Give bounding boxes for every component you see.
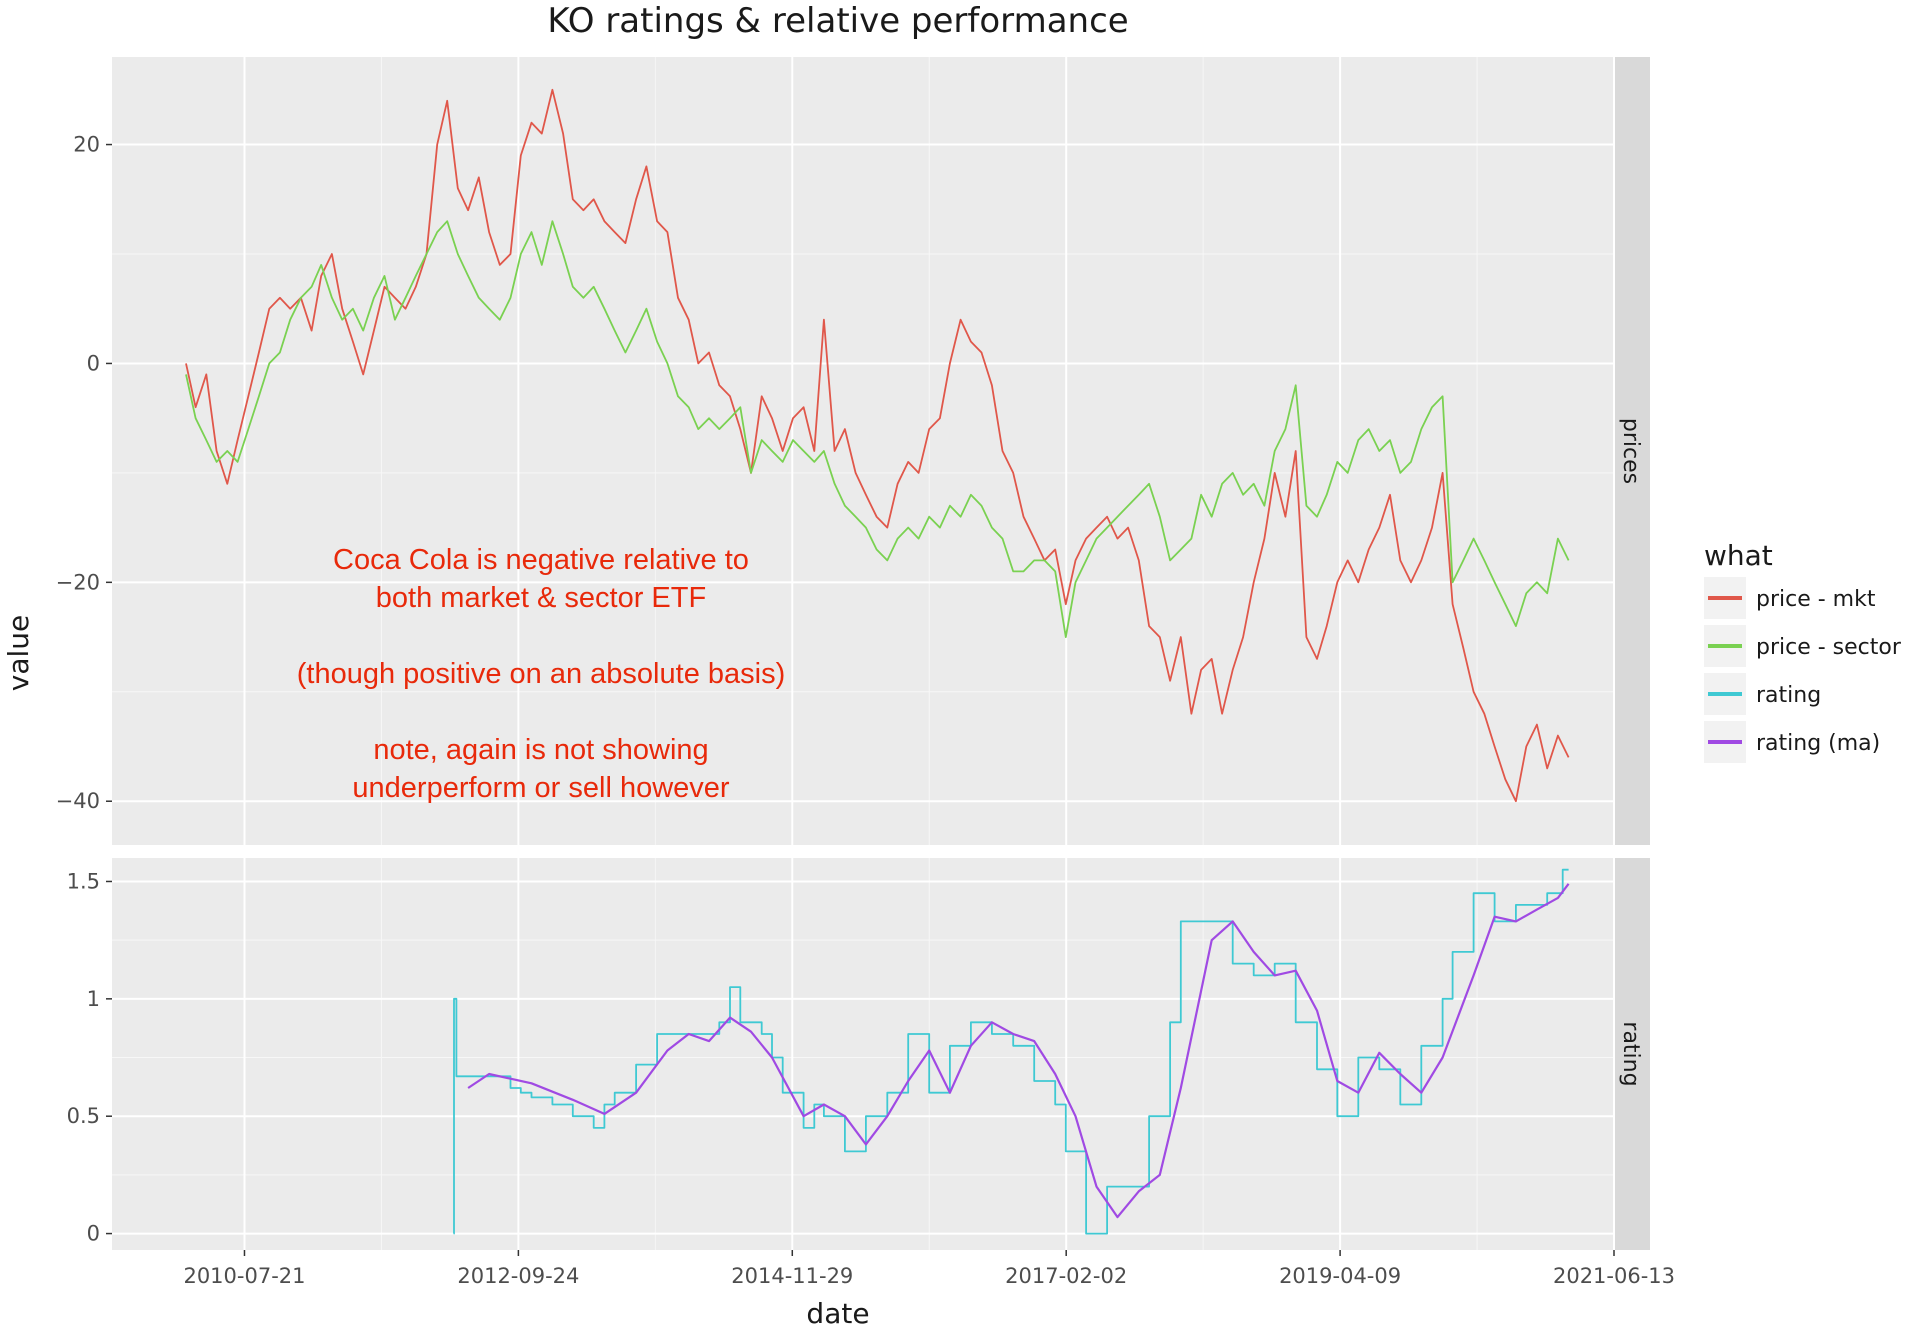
legend-entry-label: rating (ma) <box>1756 731 1880 756</box>
annotation-line: Coca Cola is negative relative to <box>333 544 749 576</box>
legend: what price - mkt price - sector rating rati… <box>1704 539 1902 763</box>
chart-title: KO ratings & relative performance <box>547 1 1128 41</box>
x-tick-label: 2010-07-21 <box>183 1264 305 1288</box>
prices-lines <box>185 88 1570 803</box>
annotation-text: Coca Cola is negative relative to both ma… <box>297 544 785 804</box>
y-ticks: 20 0 −20 −40 0 0.5 1 1.5 <box>56 133 112 1246</box>
prices-y-tick-label: 0 <box>87 351 100 375</box>
prices-strip-label: prices <box>1618 418 1643 484</box>
prices-strip <box>1614 57 1650 845</box>
x-tick-label: 2021-06-13 <box>1553 1264 1675 1288</box>
prices-y-tick-label: −40 <box>56 789 100 813</box>
legend-entry-label: rating <box>1756 683 1821 708</box>
rating-y-tick-label: 0 <box>87 1222 100 1246</box>
x-axis-title: date <box>806 1297 869 1330</box>
annotation-line: both market & sector ETF <box>376 582 706 614</box>
rating-grid <box>112 858 1615 1250</box>
prices-grid <box>112 57 1615 845</box>
series-line-price-mkt <box>185 88 1570 803</box>
x-ticks: 2010-07-21 2012-09-24 2014-11-29 2017-02-02… <box>183 1250 1675 1288</box>
legend-title: what <box>1704 539 1773 572</box>
x-tick-label: 2017-02-02 <box>1005 1264 1127 1288</box>
rating-strip-label: rating <box>1618 1021 1643 1086</box>
annotation-line: underperform or sell however <box>352 772 730 804</box>
legend-entries: price - mkt price - sector rating rating (m… <box>1704 577 1902 763</box>
rating-y-tick-label: 0.5 <box>67 1104 100 1128</box>
y-axis-title: value <box>2 615 35 691</box>
x-tick-label: 2019-04-09 <box>1279 1264 1401 1288</box>
annotation-line: (though positive on an absolute basis) <box>297 658 785 690</box>
rating-y-tick-label: 1 <box>87 987 100 1011</box>
legend-entry-label: price - mkt <box>1756 587 1876 612</box>
rating-y-tick-label: 1.5 <box>67 869 100 893</box>
rating-panel-background <box>112 858 1614 1250</box>
prices-panel-background <box>112 57 1614 845</box>
rating-strip <box>1614 858 1650 1250</box>
x-tick-label: 2014-11-29 <box>731 1264 853 1288</box>
series-line-price-sector <box>185 220 1570 638</box>
prices-y-tick-label: 20 <box>73 133 100 157</box>
legend-entry-label: price - sector <box>1756 635 1902 660</box>
annotation-line: note, again is not showing <box>373 734 708 766</box>
rating-lines <box>453 868 1570 1235</box>
prices-y-tick-label: −20 <box>56 570 100 594</box>
x-tick-label: 2012-09-24 <box>457 1264 579 1288</box>
series-line-rating-ma- <box>467 883 1570 1219</box>
